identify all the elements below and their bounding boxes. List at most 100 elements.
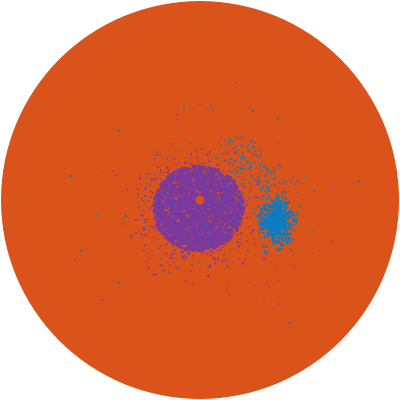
point bbox=[194, 190, 196, 192]
point bbox=[140, 173, 142, 175]
point bbox=[205, 178, 207, 181]
point bbox=[277, 303, 279, 305]
point bbox=[194, 224, 197, 227]
point bbox=[254, 150, 256, 153]
point bbox=[277, 226, 281, 229]
point bbox=[207, 202, 209, 204]
point bbox=[163, 216, 167, 219]
point bbox=[209, 206, 212, 209]
point bbox=[288, 211, 292, 214]
point bbox=[222, 208, 225, 211]
point bbox=[198, 227, 201, 229]
point bbox=[284, 206, 287, 209]
point bbox=[293, 183, 296, 185]
point bbox=[189, 219, 191, 221]
point bbox=[200, 222, 203, 224]
point bbox=[161, 232, 165, 235]
point bbox=[204, 204, 207, 207]
point bbox=[216, 177, 219, 180]
point bbox=[218, 185, 221, 188]
point bbox=[215, 231, 218, 233]
point bbox=[162, 190, 165, 192]
point bbox=[200, 176, 204, 179]
point bbox=[168, 264, 171, 267]
point bbox=[171, 172, 174, 175]
point bbox=[226, 265, 228, 269]
point bbox=[169, 239, 174, 242]
point bbox=[230, 223, 234, 227]
point bbox=[176, 189, 179, 192]
point bbox=[225, 220, 229, 223]
point bbox=[167, 223, 170, 226]
point bbox=[205, 221, 208, 223]
point bbox=[224, 236, 228, 239]
point bbox=[177, 191, 180, 194]
point bbox=[205, 195, 207, 198]
point bbox=[205, 168, 208, 172]
point bbox=[265, 221, 268, 224]
point bbox=[190, 142, 192, 144]
point bbox=[221, 224, 223, 227]
point bbox=[187, 251, 190, 253]
point bbox=[216, 158, 219, 161]
point bbox=[224, 229, 227, 231]
point bbox=[220, 205, 223, 207]
point bbox=[270, 205, 272, 209]
point bbox=[140, 197, 143, 200]
point bbox=[163, 186, 167, 190]
point bbox=[264, 176, 267, 179]
point bbox=[205, 213, 210, 216]
point bbox=[161, 225, 165, 228]
point bbox=[196, 193, 199, 195]
point bbox=[192, 168, 194, 170]
point bbox=[279, 247, 283, 250]
point bbox=[228, 176, 232, 179]
point bbox=[289, 225, 292, 229]
point bbox=[192, 220, 195, 222]
point bbox=[188, 188, 190, 190]
point bbox=[102, 299, 104, 301]
point bbox=[204, 202, 209, 205]
point bbox=[208, 205, 211, 208]
point bbox=[285, 212, 289, 215]
point bbox=[269, 209, 273, 212]
point bbox=[149, 190, 152, 192]
point bbox=[195, 216, 197, 219]
point bbox=[284, 211, 287, 213]
point bbox=[174, 226, 175, 229]
point bbox=[214, 181, 217, 183]
point bbox=[215, 175, 219, 178]
point bbox=[176, 267, 179, 270]
point bbox=[182, 241, 184, 244]
point bbox=[263, 220, 265, 222]
point bbox=[211, 170, 216, 173]
point bbox=[189, 163, 192, 165]
point bbox=[160, 221, 163, 224]
point bbox=[209, 187, 213, 190]
point bbox=[206, 184, 209, 187]
point bbox=[201, 219, 205, 222]
point bbox=[285, 241, 288, 244]
point bbox=[217, 182, 219, 185]
point bbox=[221, 224, 224, 226]
point bbox=[199, 249, 201, 251]
point bbox=[235, 187, 238, 190]
point bbox=[203, 226, 206, 228]
point bbox=[199, 220, 202, 223]
point bbox=[177, 212, 180, 215]
point bbox=[226, 153, 229, 155]
point bbox=[224, 227, 227, 230]
point bbox=[175, 221, 178, 224]
point bbox=[179, 220, 183, 223]
point bbox=[203, 221, 205, 223]
point bbox=[268, 213, 271, 215]
point bbox=[207, 244, 210, 247]
point bbox=[280, 213, 282, 215]
point bbox=[163, 204, 166, 206]
point bbox=[210, 179, 213, 182]
point bbox=[178, 232, 182, 235]
point bbox=[160, 216, 163, 219]
point bbox=[193, 164, 195, 167]
point bbox=[226, 232, 231, 235]
point bbox=[261, 245, 264, 249]
